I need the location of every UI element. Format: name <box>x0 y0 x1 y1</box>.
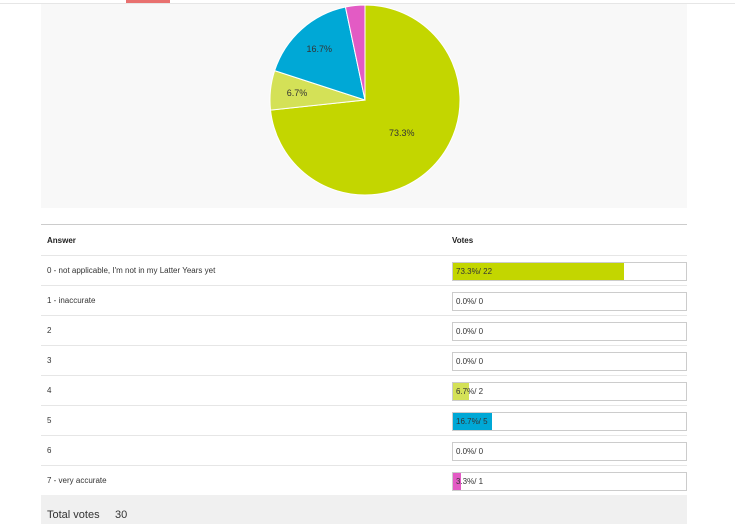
answer-label: 3 <box>47 356 52 365</box>
results-divider <box>41 224 687 225</box>
answer-label: 0 - not applicable, I'm not in my Latter… <box>47 266 216 275</box>
table-row: 1 - inaccurate 0.0%/ 0 <box>41 285 687 315</box>
vote-bar-fill <box>453 413 492 430</box>
vote-bar: 16.7%/ 5 <box>452 412 687 431</box>
total-votes-value: 30 <box>115 509 128 521</box>
votes-column-header: Votes <box>452 236 474 245</box>
vote-bar: 0.0%/ 0 <box>452 442 687 461</box>
vote-bar-fill <box>453 383 469 400</box>
vote-bar-fill <box>453 263 624 280</box>
vote-count-label: 0.0%/ 0 <box>456 447 484 456</box>
total-votes-label: Total votes <box>47 509 100 521</box>
vote-count-label: 6.7%/ 2 <box>456 387 484 396</box>
pie-slice <box>344 4 366 101</box>
vote-count-label: 3.3%/ 1 <box>456 477 484 486</box>
answer-label: 2 <box>47 326 52 335</box>
vote-bar: 73.3%/ 22 <box>452 262 687 281</box>
vote-bar-fill <box>453 473 461 490</box>
vote-bar: 6.7%/ 2 <box>452 382 687 401</box>
results-table: Answer Votes 0 - not applicable, I'm not… <box>41 225 687 495</box>
vote-count-label: 0.0%/ 0 <box>456 297 484 306</box>
answer-label: 6 <box>47 446 52 455</box>
chart-panel: 73.3% 6.7% 16.7% <box>41 4 687 208</box>
answer-label: 5 <box>47 416 52 425</box>
table-row: 0 - not applicable, I'm not in my Latter… <box>41 255 687 285</box>
total-votes-bar: Total votes 30 <box>41 495 687 524</box>
table-header: Answer Votes <box>41 225 687 255</box>
answer-label: 4 <box>47 386 52 395</box>
vote-count-label: 0.0%/ 0 <box>456 327 484 336</box>
table-row: 7 - very accurate 3.3%/ 1 <box>41 465 687 495</box>
pie-slice-label: 16.7% <box>307 44 333 54</box>
answer-label: 7 - very accurate <box>47 476 107 485</box>
table-body: 0 - not applicable, I'm not in my Latter… <box>41 255 687 495</box>
table-row: 2 0.0%/ 0 <box>41 315 687 345</box>
pie-slice-label: 6.7% <box>287 88 308 98</box>
top-divider <box>0 3 735 4</box>
answer-label: 1 - inaccurate <box>47 296 96 305</box>
pie-slice <box>274 6 366 101</box>
table-row: 6 0.0%/ 0 <box>41 435 687 465</box>
vote-count-label: 0.0%/ 0 <box>456 357 484 366</box>
pie-slice-label: 73.3% <box>389 128 415 138</box>
pie-chart: 73.3% 6.7% 16.7% <box>269 4 461 196</box>
table-row: 5 16.7%/ 5 <box>41 405 687 435</box>
table-row: 4 6.7%/ 2 <box>41 375 687 405</box>
active-tab-indicator <box>126 0 170 3</box>
vote-count-label: 73.3%/ 22 <box>456 267 493 276</box>
table-row: 3 0.0%/ 0 <box>41 345 687 375</box>
vote-bar: 0.0%/ 0 <box>452 292 687 311</box>
vote-bar: 3.3%/ 1 <box>452 472 687 491</box>
vote-bar: 0.0%/ 0 <box>452 352 687 371</box>
vote-bar: 0.0%/ 0 <box>452 322 687 341</box>
answer-column-header: Answer <box>47 236 76 245</box>
vote-count-label: 16.7%/ 5 <box>456 417 488 426</box>
